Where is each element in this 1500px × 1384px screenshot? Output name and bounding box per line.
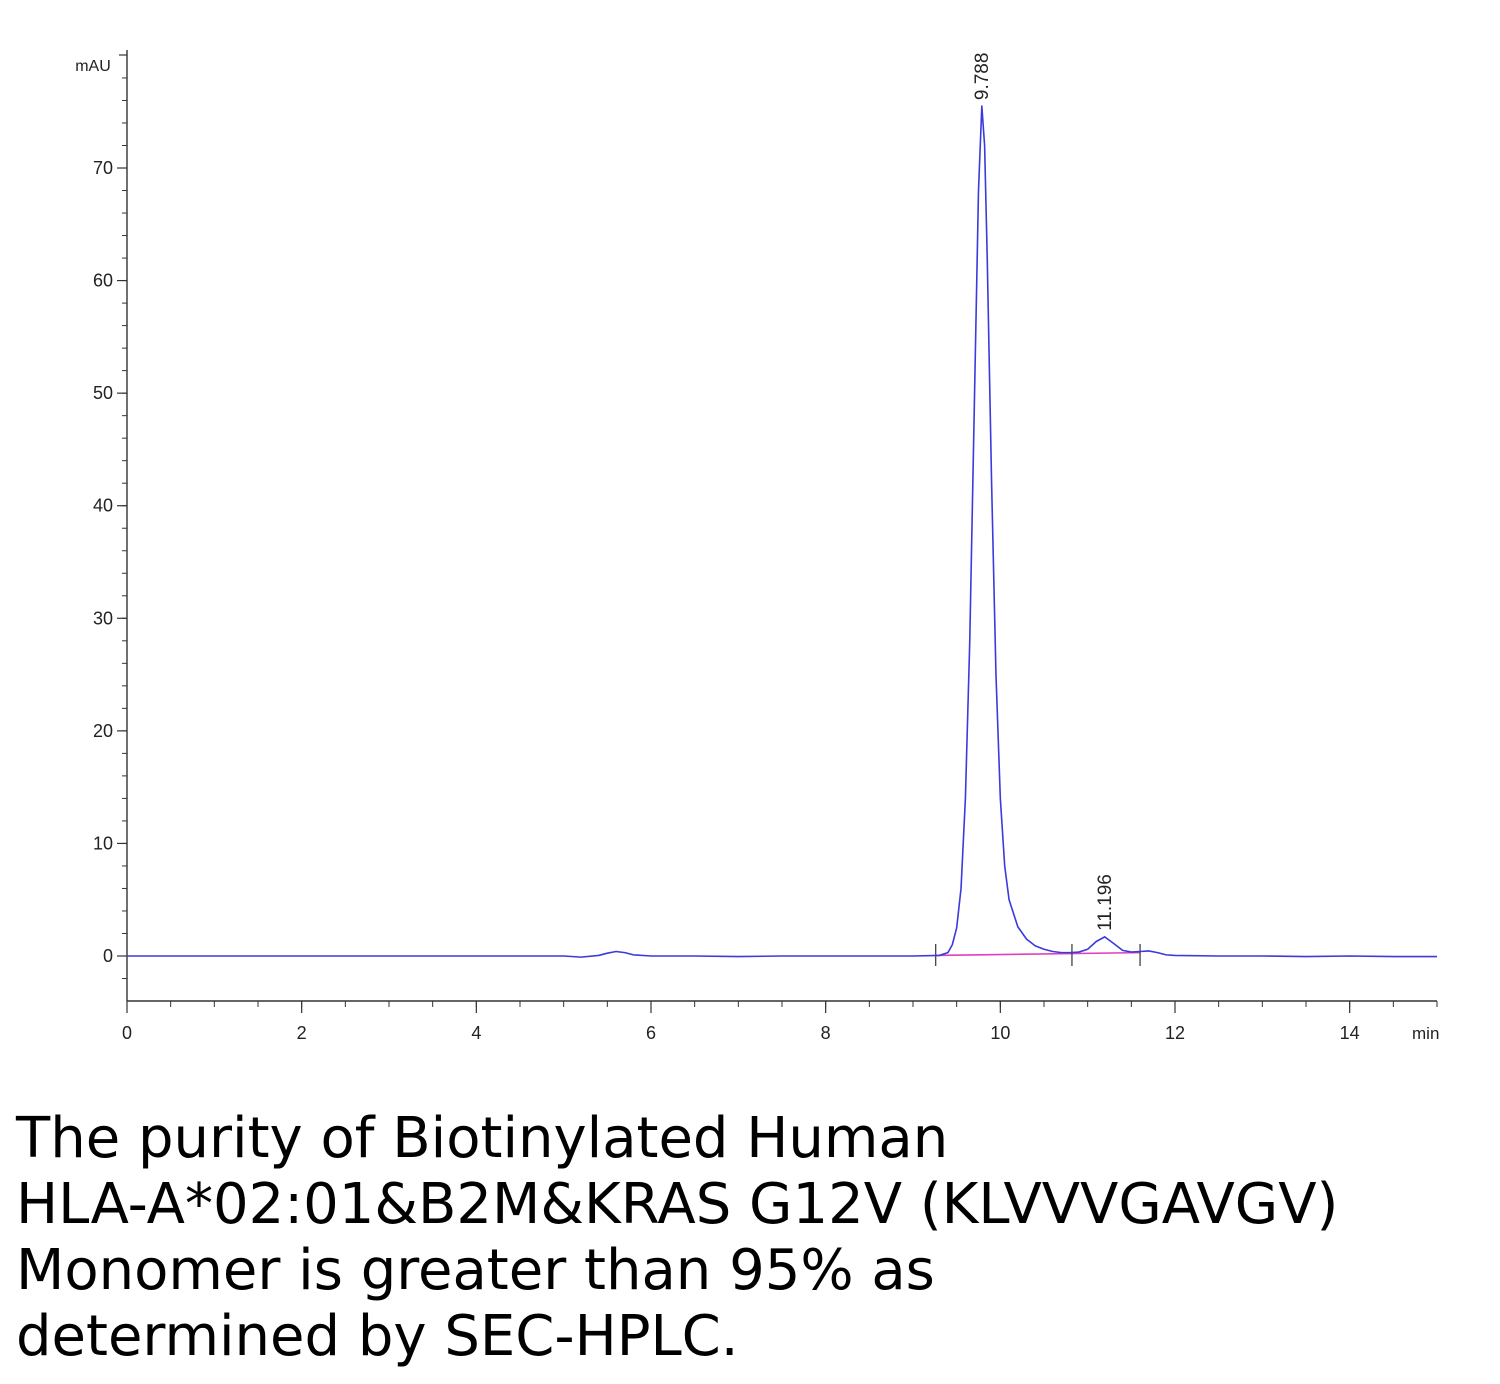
integration-baseline [935,951,1141,957]
caption-line-1: The purity of Biotinylated Human [16,1106,949,1171]
x-axis-label: min [1412,1024,1439,1043]
chromatogram-trace [127,105,1437,958]
y-tick-label: 70 [93,158,113,178]
y-axis-label: mAU [75,58,111,75]
caption-line-3: Monomer is greater than 95% as [16,1238,935,1303]
peak-label: 11.196 [1095,874,1116,931]
caption-line-2: HLA-A*02:01&B2M&KRAS G12V (KLVVVGAVGV) [16,1172,1339,1237]
y-tick-label: 40 [93,496,113,516]
x-tick-label: 2 [297,1023,307,1043]
peak-label: 9.788 [972,53,993,101]
figure-caption: The purity of Biotinylated Human HLA-A*0… [16,1106,1486,1370]
chart-marks: 9.788 11.196 [127,53,1437,966]
y-tick-label: 10 [93,833,113,853]
y-tick-label: 0 [103,946,113,966]
x-tick-label: 6 [646,1023,656,1043]
x-tick-label: 8 [821,1023,831,1043]
chromatogram-chart: 0 10 20 30 40 50 60 70 0 2 4 6 8 10 12 14 9.788 11.196 m… [75,50,1439,1043]
y-tick-label: 60 [93,271,113,291]
y-tick-label: 30 [93,608,113,628]
y-tick-label: 20 [93,721,113,741]
caption-line-4: determined by SEC-HPLC. [16,1304,739,1369]
y-tick-label: 50 [93,383,113,403]
x-tick-label: 14 [1340,1023,1360,1043]
x-tick-label: 0 [122,1023,132,1043]
axes: 0 10 20 30 40 50 60 70 0 2 4 6 8 10 12 14 [93,50,1438,1043]
x-tick-label: 12 [1165,1023,1185,1043]
x-tick-label: 4 [471,1023,481,1043]
x-tick-label: 10 [990,1023,1010,1043]
